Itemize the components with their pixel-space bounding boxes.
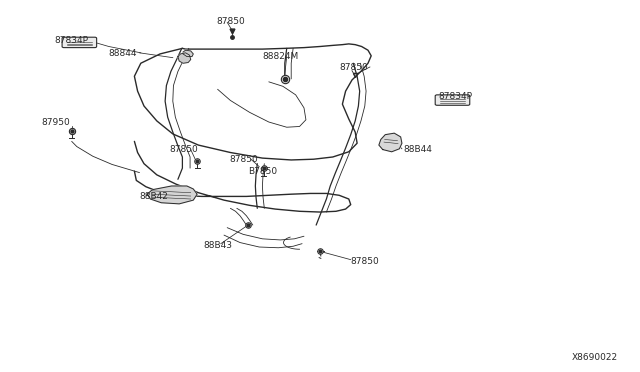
Text: X8690022: X8690022 [572,353,618,362]
Text: 87850: 87850 [170,145,198,154]
Text: 88B42: 88B42 [140,192,168,201]
Text: 87850: 87850 [339,63,368,72]
Text: 87850: 87850 [351,257,380,266]
FancyBboxPatch shape [62,37,97,48]
Polygon shape [379,133,402,152]
Text: 87834P: 87834P [54,36,88,45]
Polygon shape [147,186,197,204]
Text: B7850: B7850 [248,167,278,176]
FancyBboxPatch shape [435,95,470,105]
Text: 87950: 87950 [42,118,70,126]
Text: 88844: 88844 [109,49,138,58]
Text: 87834P: 87834P [438,92,472,101]
Polygon shape [183,50,193,57]
Text: 88B44: 88B44 [403,145,432,154]
Text: 88B43: 88B43 [204,241,232,250]
Text: 87850: 87850 [216,17,245,26]
Text: 88824M: 88824M [262,52,299,61]
Text: 87850: 87850 [229,155,258,164]
Polygon shape [178,53,191,63]
